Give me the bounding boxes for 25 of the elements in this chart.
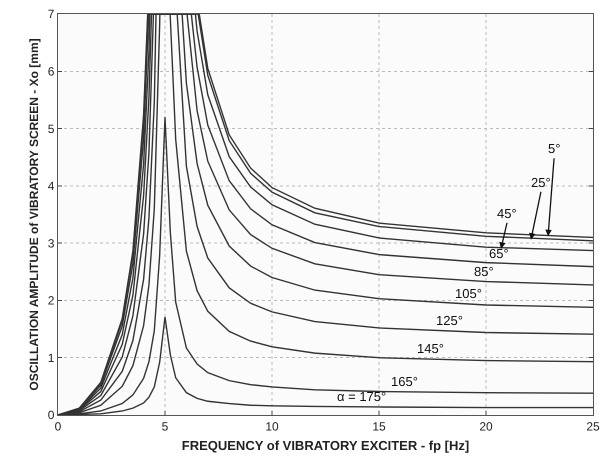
annotation: 25°	[531, 175, 551, 190]
x-tick-label: 25	[586, 420, 600, 434]
y-axis-title: OSCILLATION AMPLITUDE of VIBRATORY SCREEN - Xo [mm]	[27, 38, 42, 391]
annotation: α = 175°	[337, 389, 386, 404]
y-tick-label: 3	[48, 236, 55, 250]
x-tick-label: 10	[265, 420, 279, 434]
x-tick-label: 5	[162, 420, 169, 434]
annotation: 5°	[548, 141, 560, 156]
annotation: 145°	[417, 341, 444, 356]
annotation: 125°	[436, 313, 463, 328]
annotation: 105°	[455, 286, 482, 301]
y-tick-label: 4	[48, 179, 55, 194]
annotation: 65°	[489, 246, 509, 261]
annotation: 45°	[497, 206, 517, 221]
y-tick-label: 6	[48, 64, 55, 78]
x-tick-label: 20	[479, 420, 493, 434]
y-tick-label: 1	[48, 350, 55, 365]
y-tick-label: 0	[48, 408, 55, 422]
x-tick-label: 15	[372, 420, 386, 434]
y-tick-label: 2	[48, 294, 55, 308]
y-tick-label: 7	[48, 7, 55, 22]
y-tick-label: 5	[48, 122, 55, 136]
annotation: 165°	[391, 374, 418, 389]
annotation: 85°	[474, 264, 494, 279]
x-axis-title: FREQUENCY of VIBRATORY EXCITER - fp [Hz]	[182, 438, 470, 454]
